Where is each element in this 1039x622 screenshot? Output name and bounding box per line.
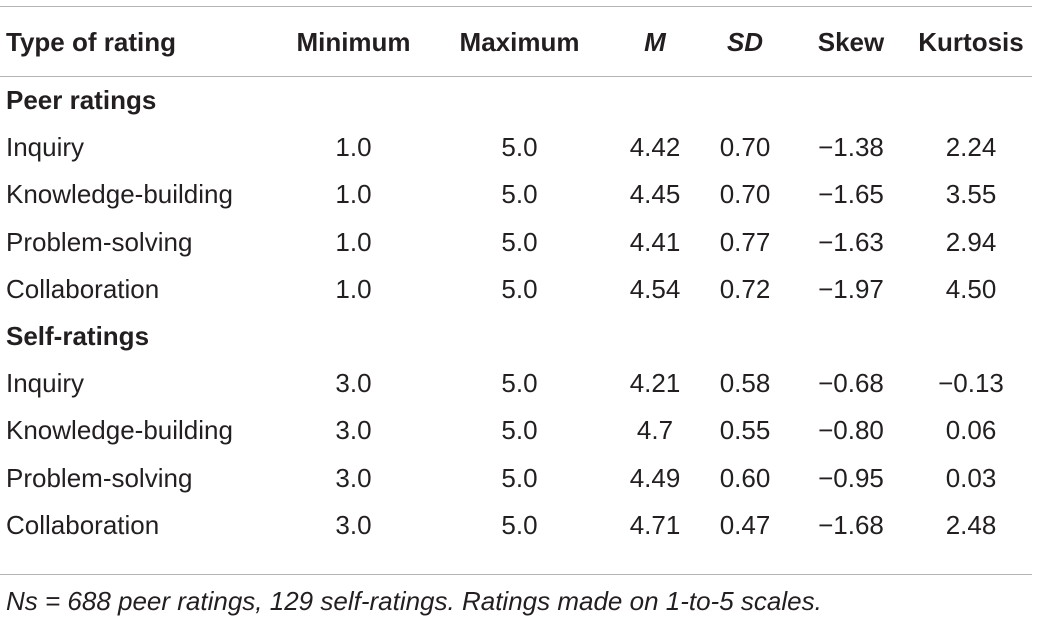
cell-type: Collaboration	[6, 509, 160, 540]
header-rule	[0, 76, 1032, 77]
cell-mean: 4.42	[629, 132, 681, 163]
cell-maximum: 5.0	[501, 368, 538, 399]
cell-sd: 0.72	[719, 273, 771, 304]
cell-skew: −0.80	[818, 415, 884, 446]
cell-minimum: 1.0	[335, 226, 372, 257]
cell-minimum: 1.0	[335, 179, 372, 210]
header-row: Type of rating Minimum Maximum M SD Skew…	[0, 18, 1032, 66]
cell-type: Knowledge-building	[6, 415, 233, 446]
cell-type: Knowledge-building	[6, 179, 233, 210]
cell-kurtosis: 2.94	[945, 226, 997, 257]
cell-sd: 0.70	[719, 179, 771, 210]
cell-skew: −0.95	[818, 462, 884, 493]
column-header-sd: SD	[726, 26, 764, 57]
column-header-type: Type of rating	[6, 26, 176, 57]
cell-kurtosis: 2.24	[945, 132, 997, 163]
cell-maximum: 5.0	[501, 415, 538, 446]
column-header-maximum: Maximum	[459, 26, 580, 57]
table-row: Problem-solving 3.0 5.0 4.49 0.60 −0.95 …	[0, 455, 1032, 502]
cell-sd: 0.60	[719, 462, 771, 493]
top-rule	[0, 6, 1032, 7]
cell-mean: 4.41	[629, 226, 681, 257]
cell-maximum: 5.0	[501, 273, 538, 304]
table-row: Collaboration 3.0 5.0 4.71 0.47 −1.68 2.…	[0, 502, 1032, 549]
cell-kurtosis: 2.48	[945, 509, 997, 540]
cell-maximum: 5.0	[501, 509, 538, 540]
cell-kurtosis: 4.50	[945, 273, 997, 304]
cell-skew: −1.97	[818, 273, 884, 304]
table-row: Knowledge-building 1.0 5.0 4.45 0.70 −1.…	[0, 171, 1032, 218]
table-row: Problem-solving 1.0 5.0 4.41 0.77 −1.63 …	[0, 219, 1032, 266]
table-note: Ns = 688 peer ratings, 129 self-ratings.…	[6, 586, 822, 616]
cell-mean: 4.71	[629, 509, 681, 540]
cell-maximum: 5.0	[501, 462, 538, 493]
cell-type: Collaboration	[6, 273, 160, 304]
bottom-rule	[0, 574, 1032, 575]
cell-minimum: 1.0	[335, 273, 372, 304]
cell-sd: 0.70	[719, 132, 771, 163]
column-header-mean: M	[644, 26, 666, 57]
cell-mean: 4.54	[629, 273, 681, 304]
descriptive-statistics-table: Type of rating Minimum Maximum M SD Skew…	[0, 18, 1032, 549]
cell-mean: 4.49	[629, 462, 681, 493]
header-spacer	[0, 66, 1032, 77]
cell-kurtosis: −0.13	[938, 368, 1004, 399]
cell-kurtosis: 0.03	[945, 462, 997, 493]
table-row: Collaboration 1.0 5.0 4.54 0.72 −1.97 4.…	[0, 266, 1032, 313]
section-title: Self-ratings	[6, 321, 150, 352]
cell-type: Problem-solving	[6, 226, 193, 257]
table-row: Inquiry 3.0 5.0 4.21 0.58 −0.68 −0.13	[0, 360, 1032, 407]
cell-minimum: 3.0	[335, 368, 372, 399]
cell-kurtosis: 3.55	[945, 179, 997, 210]
cell-sd: 0.58	[719, 368, 771, 399]
column-header-kurtosis: Kurtosis	[918, 26, 1024, 57]
cell-minimum: 3.0	[335, 462, 372, 493]
cell-skew: −1.38	[818, 132, 884, 163]
column-header-skew: Skew	[817, 26, 885, 57]
cell-minimum: 3.0	[335, 415, 372, 446]
cell-mean: 4.7	[636, 415, 674, 446]
cell-type: Inquiry	[6, 132, 85, 163]
cell-maximum: 5.0	[501, 179, 538, 210]
cell-maximum: 5.0	[501, 226, 538, 257]
cell-sd: 0.55	[719, 415, 771, 446]
cell-sd: 0.47	[719, 509, 771, 540]
section-header-self: Self-ratings	[0, 313, 1032, 360]
section-header-peer: Peer ratings	[0, 77, 1032, 124]
cell-mean: 4.21	[629, 368, 681, 399]
table-row: Inquiry 1.0 5.0 4.42 0.70 −1.38 2.24	[0, 124, 1032, 171]
table-row: Knowledge-building 3.0 5.0 4.7 0.55 −0.8…	[0, 407, 1032, 454]
cell-maximum: 5.0	[501, 132, 538, 163]
cell-type: Problem-solving	[6, 462, 193, 493]
cell-kurtosis: 0.06	[945, 415, 997, 446]
cell-mean: 4.45	[629, 179, 681, 210]
cell-skew: −1.68	[818, 509, 884, 540]
cell-minimum: 1.0	[335, 132, 372, 163]
column-header-minimum: Minimum	[296, 26, 411, 57]
cell-skew: −1.65	[818, 179, 884, 210]
cell-skew: −1.63	[818, 226, 884, 257]
cell-minimum: 3.0	[335, 509, 372, 540]
section-title: Peer ratings	[6, 85, 157, 116]
cell-type: Inquiry	[6, 368, 85, 399]
cell-sd: 0.77	[719, 226, 771, 257]
cell-skew: −0.68	[818, 368, 884, 399]
